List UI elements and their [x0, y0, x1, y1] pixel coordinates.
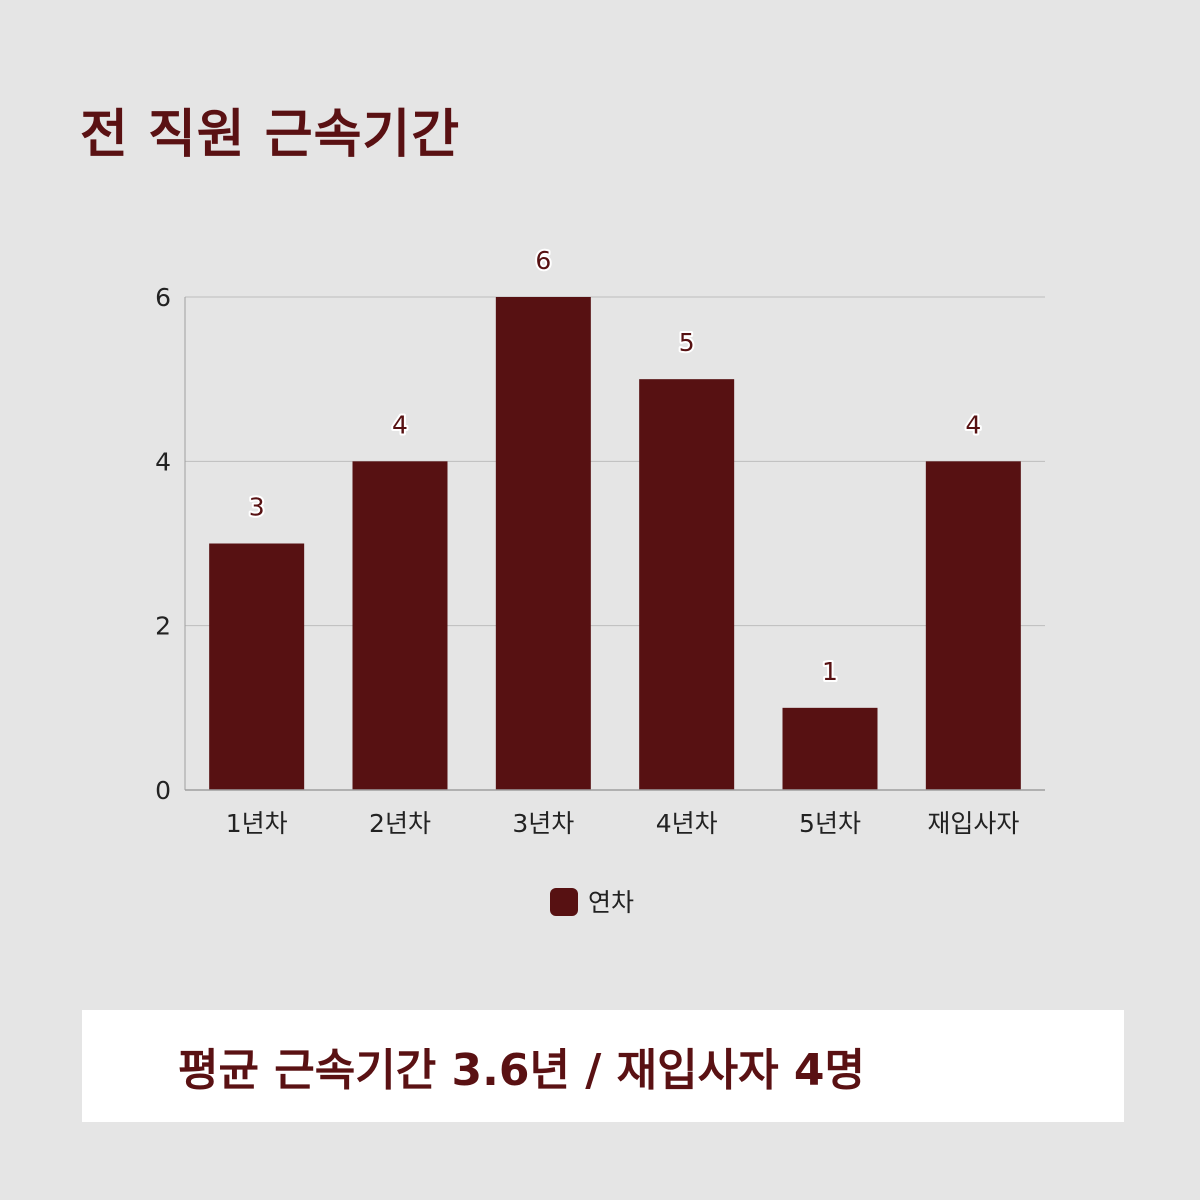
- x-tick-label: 재입사자: [927, 809, 1019, 838]
- summary-text: 평균 근속기간 3.6년 / 재입사자 4명: [178, 1045, 865, 1096]
- data-label: 1: [822, 657, 838, 686]
- x-tick-label: 4년차: [656, 809, 718, 838]
- data-labels: 3 4 6 5 1 4: [247, 244, 984, 688]
- legend-label: 연차: [588, 888, 634, 917]
- data-label: 4: [965, 410, 981, 439]
- x-tick-label: 5년차: [799, 809, 861, 838]
- data-label: 3: [249, 493, 265, 522]
- data-label: 4: [392, 410, 408, 439]
- bars: [209, 297, 1021, 790]
- y-tick-label: 6: [155, 283, 171, 312]
- x-axis-ticks: 1년차 2년차 3년차 4년차 5년차 재입사자: [226, 809, 1020, 838]
- legend: 연차: [550, 888, 634, 917]
- bar: [782, 707, 878, 790]
- x-tick-label: 3년차: [512, 809, 574, 838]
- y-tick-label: 2: [155, 612, 171, 641]
- bar: [925, 461, 1021, 790]
- y-axis-ticks: 0 2 4 6: [155, 283, 171, 805]
- bar: [639, 379, 735, 790]
- x-tick-label: 2년차: [369, 809, 431, 838]
- legend-swatch: [550, 888, 578, 916]
- bar: [352, 461, 448, 790]
- bar-chart: 0 2 4 6 3 4 6 5 1 4 1년차 2년차 3년차 4년차 5년차 재입사자 연차: [155, 244, 1045, 917]
- data-label: 5: [679, 328, 695, 357]
- bar: [209, 543, 305, 790]
- x-tick-label: 1년차: [226, 809, 288, 838]
- data-label: 6: [535, 246, 551, 275]
- page-title: 전 직원 근속기간: [80, 105, 461, 165]
- bar: [495, 297, 591, 790]
- y-tick-label: 0: [155, 776, 171, 805]
- gridlines: [184, 296, 1045, 790]
- summary-box: 평균 근속기간 3.6년 / 재입사자 4명: [82, 1010, 1124, 1122]
- y-tick-label: 4: [155, 447, 171, 476]
